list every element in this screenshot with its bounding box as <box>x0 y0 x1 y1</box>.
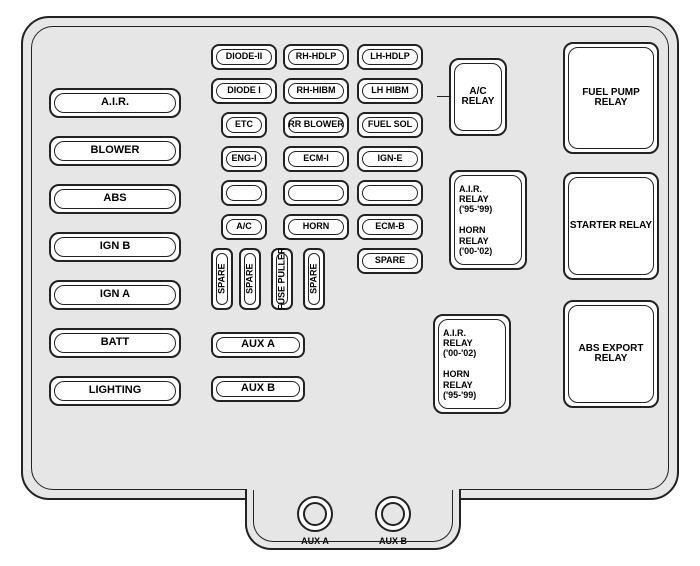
side-fuse: ABS <box>49 184 181 214</box>
fuse-blank <box>221 180 267 206</box>
fuse-ign-e: IGN-E <box>357 146 423 172</box>
vfuse-fuse-puller: FUSE PULLER <box>271 248 293 310</box>
fuse-rh-hdlp: RH-HDLP <box>283 44 349 70</box>
relay-ac: A/C RELAY <box>449 58 507 136</box>
fuse-diode-ii: DIODE-II <box>211 44 277 70</box>
aux-tab: AUX A AUX B <box>245 490 461 550</box>
fuse-rh-hibm: RH-HIBM <box>283 78 349 104</box>
vfuse-spare: SPARE <box>239 248 261 310</box>
knob-aux-b <box>375 496 411 532</box>
relay-fuel-pump: FUEL PUMP RELAY <box>563 42 659 154</box>
relay-air-horn-1: A.I.R.RELAY('95-'99) HORNRELAY('00-'02) <box>449 170 527 270</box>
fuse-panel: A.I.R. BLOWER ABS IGN B IGN A BATT LIGHTING DI… <box>21 16 679 500</box>
fuse-spare: SPARE <box>357 248 423 274</box>
fuse-aux-b: AUX B <box>211 376 305 402</box>
fuse-fuel-sol: FUEL SOL <box>357 112 423 138</box>
fuse-aux-a: AUX A <box>211 332 305 358</box>
side-fuse: IGN B <box>49 232 181 262</box>
vfuse-spare: SPARE <box>303 248 325 310</box>
fuse-ecm-i: ECM-I <box>283 146 349 172</box>
fuse-rr-blower: RR BLOWER <box>283 112 349 138</box>
fuse-ecm-b: ECM-B <box>357 214 423 240</box>
fuse-eng-i: ENG-I <box>221 146 267 172</box>
fuse-diode-i: DIODE I <box>211 78 277 104</box>
knob-label: AUX B <box>368 536 418 546</box>
side-fuse: BLOWER <box>49 136 181 166</box>
knob-label: AUX A <box>290 536 340 546</box>
side-fuse: LIGHTING <box>49 376 181 406</box>
relay-label: STARTER RELAY <box>570 221 652 232</box>
fuse-lh-hdlp: LH-HDLP <box>357 44 423 70</box>
relay-label: A/C RELAY <box>455 87 501 108</box>
side-fuse: A.I.R. <box>49 88 181 118</box>
fuse-a-c: A/C <box>221 214 267 240</box>
knob-aux-a <box>297 496 333 532</box>
fuse-blank <box>357 180 423 206</box>
relay-label: ABS EXPORT RELAY <box>569 344 653 365</box>
fuse-etc: ETC <box>221 112 267 138</box>
relay-abs-export: ABS EXPORT RELAY <box>563 300 659 408</box>
fuse-horn: HORN <box>283 214 349 240</box>
side-fuse: IGN A <box>49 280 181 310</box>
relay-label: FUEL PUMP RELAY <box>569 88 653 109</box>
vfuse-spare: SPARE <box>211 248 233 310</box>
fuse-lh-hibm: LH HIBM <box>357 78 423 104</box>
relay-air-horn-2: A.I.R.RELAY('00-'02) HORNRELAY('95-'99) <box>433 314 511 414</box>
tick <box>437 96 449 97</box>
relay-starter: STARTER RELAY <box>563 172 659 280</box>
fuse-blank <box>283 180 349 206</box>
side-fuse: BATT <box>49 328 181 358</box>
